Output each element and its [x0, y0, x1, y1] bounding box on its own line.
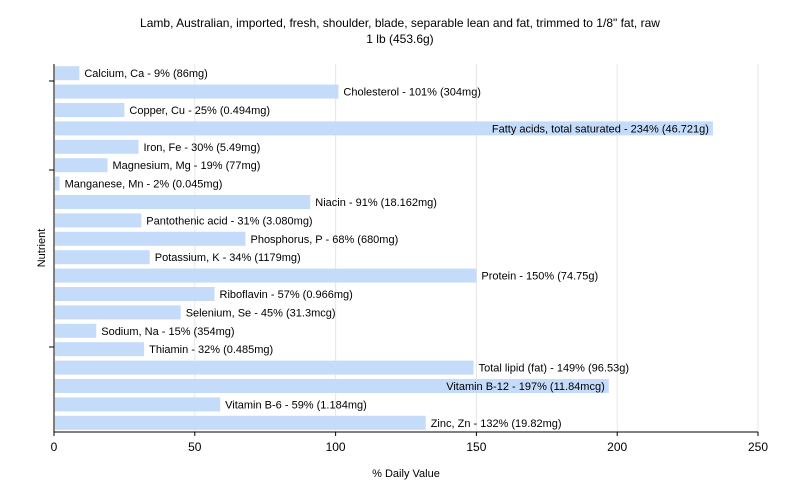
bar	[55, 103, 125, 117]
bar-label: Phosphorus, P - 68% (680mg)	[250, 234, 398, 246]
bar-label: Iron, Fe - 30% (5.49mg)	[143, 142, 260, 154]
x-tick-label: 150	[466, 440, 486, 454]
bar-label: Zinc, Zn - 132% (19.82mg)	[431, 418, 562, 430]
bar	[55, 231, 246, 246]
bar-label: Thiamin - 32% (0.485mg)	[149, 344, 273, 356]
bar	[55, 213, 142, 228]
bar	[55, 250, 150, 265]
bar	[55, 342, 145, 357]
bars	[55, 66, 713, 430]
bar-label: Potassium, K - 34% (1179mg)	[155, 252, 301, 264]
gridlines	[194, 64, 759, 432]
x-tick-label: 250	[748, 440, 768, 454]
bar-label: Pantothenic acid - 31% (3.080mg)	[146, 215, 312, 227]
bar-label: Total lipid (fat) - 149% (96.53g)	[479, 363, 629, 375]
bar-label: Vitamin B-12 - 197% (11.84mcg)	[446, 381, 605, 393]
bar-label: Niacin - 91% (18.162mg)	[315, 197, 437, 209]
bar	[55, 360, 474, 375]
bar	[55, 287, 215, 301]
bar-label: Cholesterol - 101% (304mg)	[343, 87, 481, 99]
bar	[55, 176, 60, 191]
bar-label: Magnesium, Mg - 19% (77mg)	[113, 160, 261, 172]
bar	[55, 323, 97, 338]
bar	[55, 158, 108, 173]
y-axis-title: Nutrient	[36, 229, 48, 268]
bar-labels: Calcium, Ca - 9% (86mg) Cholesterol - 101…	[65, 68, 709, 430]
bar	[55, 66, 80, 81]
bar	[55, 195, 311, 209]
bar	[55, 139, 139, 154]
chart-subtitle: 1 lb (453.6g)	[366, 32, 434, 46]
x-tick-label: 100	[326, 440, 346, 454]
bar-label: Vitamin B-6 - 59% (1.184mg)	[225, 399, 367, 411]
bar-label: Protein - 150% (74.75g)	[481, 271, 598, 283]
bar-label: Copper, Cu - 25% (0.494mg)	[129, 105, 270, 117]
bar	[55, 84, 339, 99]
bar-label: Sodium, Na - 15% (354mg)	[101, 326, 234, 338]
x-tick-label: 50	[188, 440, 202, 454]
bar	[55, 379, 609, 393]
bar	[55, 397, 221, 412]
axes: 0 50 100 150 200 250	[49, 64, 768, 454]
bar	[55, 268, 477, 283]
x-axis-title: % Daily Value	[372, 468, 440, 480]
bar	[55, 415, 426, 430]
bar	[55, 121, 713, 136]
chart-title: Lamb, Australian, imported, fresh, shoul…	[140, 16, 660, 30]
bar-label: Manganese, Mn - 2% (0.045mg)	[65, 179, 223, 191]
bar-label: Fatty acids, total saturated - 234% (46.…	[492, 123, 709, 135]
bar-label: Riboflavin - 57% (0.966mg)	[220, 289, 353, 301]
x-tick-label: 200	[607, 440, 627, 454]
x-tick-label: 0	[51, 440, 58, 454]
bar	[55, 305, 181, 320]
bar-label: Selenium, Se - 45% (31.3mcg)	[186, 307, 336, 319]
bar-label: Calcium, Ca - 9% (86mg)	[84, 68, 207, 80]
